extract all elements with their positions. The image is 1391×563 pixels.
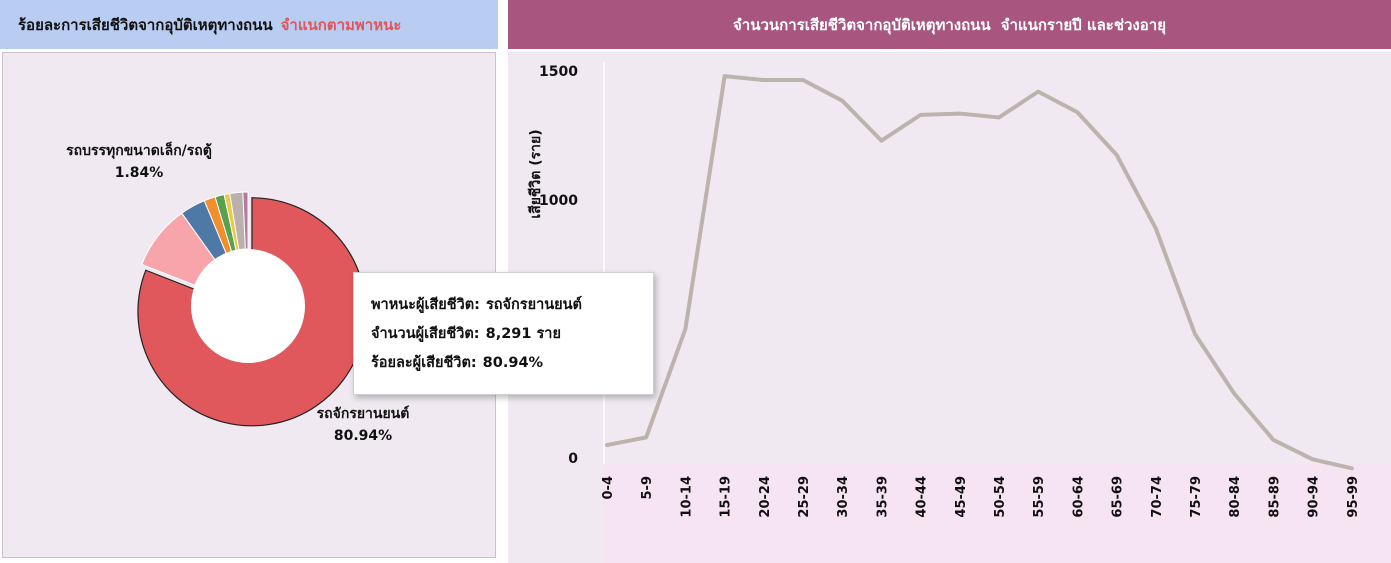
y-tick-label-0: 0	[568, 451, 578, 467]
age-line-panel: 0 1000 1500 เสียชีวิต (ราย) 0-4 5-9 10-14 15-19…	[508, 52, 1391, 563]
data-point-15[interactable]	[1192, 331, 1198, 337]
chart-tooltip: พาหนะผู้เสียชีวิต: รถจักรยานยนต์ จำนวนผู้…	[353, 272, 654, 395]
x-axis-band	[604, 464, 1391, 563]
data-point-19[interactable]	[1349, 465, 1355, 471]
data-point-1[interactable]	[643, 434, 649, 440]
x-tick-label-14: 70-74	[1150, 476, 1165, 518]
truck-slice-name: รถบรรทุกขนาดเล็ก/รถตู้	[66, 143, 212, 159]
data-point-6[interactable]	[839, 98, 845, 104]
x-tick-label-9: 45-49	[954, 476, 969, 518]
x-tick-label-10: 50-54	[993, 476, 1008, 518]
age-chart-title-accent: จำแนกรายปี และช่วงอายุ	[1000, 15, 1166, 34]
data-point-5[interactable]	[800, 77, 806, 83]
x-tick-label-8: 40-44	[915, 476, 930, 518]
x-tick-label-1: 5-9	[640, 476, 655, 500]
truck-slice-label: รถบรรทุกขนาดเล็ก/รถตู้ 1.84%	[39, 140, 239, 184]
truck-slice-percent: 1.84%	[114, 165, 164, 181]
x-tick-label-19: 95-99	[1346, 476, 1361, 518]
tooltip-vehicle-key: พาหนะผู้เสียชีวิต:	[371, 297, 480, 313]
data-point-16[interactable]	[1231, 391, 1237, 397]
tooltip-count-row: จำนวนผู้เสียชีวิต: 8,291 ราย	[371, 320, 653, 349]
series-line[interactable]	[605, 74, 1354, 471]
vehicle-chart-header: ร้อยละการเสียชีวิตจากอุบัติเหตุทางถนน จำ…	[0, 0, 498, 49]
data-point-12[interactable]	[1074, 109, 1080, 115]
data-point-4[interactable]	[761, 77, 767, 83]
x-tick-label-5: 25-29	[797, 476, 812, 518]
data-point-13[interactable]	[1114, 152, 1120, 158]
data-point-10[interactable]	[996, 114, 1002, 120]
x-tick-label-4: 20-24	[758, 476, 773, 518]
data-point-2[interactable]	[682, 326, 688, 332]
data-point-18[interactable]	[1310, 456, 1316, 462]
vehicle-chart-title-accent: จำแนกตามพาหนะ	[280, 15, 402, 34]
data-point-11[interactable]	[1035, 89, 1041, 95]
tooltip-percent-value: 80.94%	[482, 355, 544, 371]
data-point-17[interactable]	[1270, 437, 1276, 443]
vehicle-donut-chart	[137, 191, 367, 427]
data-point-3[interactable]	[722, 73, 728, 79]
x-tick-label-11: 55-59	[1032, 476, 1047, 518]
y-axis-label: เสียชีวิต (ราย)	[528, 129, 544, 218]
donut-hole	[191, 249, 305, 363]
motorcycle-slice-percent: 80.94%	[333, 428, 393, 444]
data-point-9[interactable]	[957, 111, 963, 117]
data-point-8[interactable]	[918, 112, 924, 118]
tooltip-percent-row: ร้อยละผู้เสียชีวิต: 80.94%	[371, 349, 653, 378]
data-point-0[interactable]	[604, 442, 610, 448]
tooltip-count-key: จำนวนผู้เสียชีวิต:	[371, 326, 480, 342]
x-tick-label-7: 35-39	[875, 476, 890, 518]
x-tick-label-17: 85-89	[1267, 476, 1282, 518]
x-tick-label-16: 80-84	[1228, 476, 1243, 518]
x-tick-label-2: 10-14	[679, 476, 694, 518]
tooltip-vehicle-value: รถจักรยานยนต์	[485, 297, 582, 313]
age-chart-title: จำนวนการเสียชีวิตจากอุบัติเหตุทางถนน	[733, 15, 991, 34]
motorcycle-slice-label: รถจักรยานยนต์ 80.94%	[283, 403, 443, 447]
x-tick-label-3: 15-19	[719, 476, 734, 518]
y-tick-label-2: 1500	[539, 64, 578, 80]
x-tick-label-13: 65-69	[1111, 476, 1126, 518]
vehicle-chart-title: ร้อยละการเสียชีวิตจากอุบัติเหตุทางถนน	[18, 15, 273, 34]
x-tick-label-6: 30-34	[836, 476, 851, 518]
x-tick-label-18: 90-94	[1307, 476, 1322, 518]
data-point-14[interactable]	[1153, 225, 1159, 231]
tooltip-percent-key: ร้อยละผู้เสียชีวิต:	[371, 355, 477, 371]
age-chart-header: จำนวนการเสียชีวิตจากอุบัติเหตุทางถนน จำแ…	[508, 0, 1391, 49]
y-tick-label-1: 1000	[539, 193, 578, 209]
x-tick-label-12: 60-64	[1071, 476, 1086, 518]
x-tick-label-0: 0-4	[601, 476, 616, 500]
donut-slice-0[interactable]	[137, 197, 367, 427]
motorcycle-slice-name: รถจักรยานยนต์	[316, 406, 410, 422]
tooltip-count-value: 8,291 ราย	[485, 326, 561, 342]
tooltip-vehicle-row: พาหนะผู้เสียชีวิต: รถจักรยานยนต์	[371, 291, 653, 320]
x-tick-label-15: 75-79	[1189, 476, 1204, 518]
data-point-7[interactable]	[878, 138, 884, 144]
age-line-chart: 0 1000 1500 เสียชีวิต (ราย) 0-4 5-9 10-14 15-19…	[528, 62, 1391, 563]
